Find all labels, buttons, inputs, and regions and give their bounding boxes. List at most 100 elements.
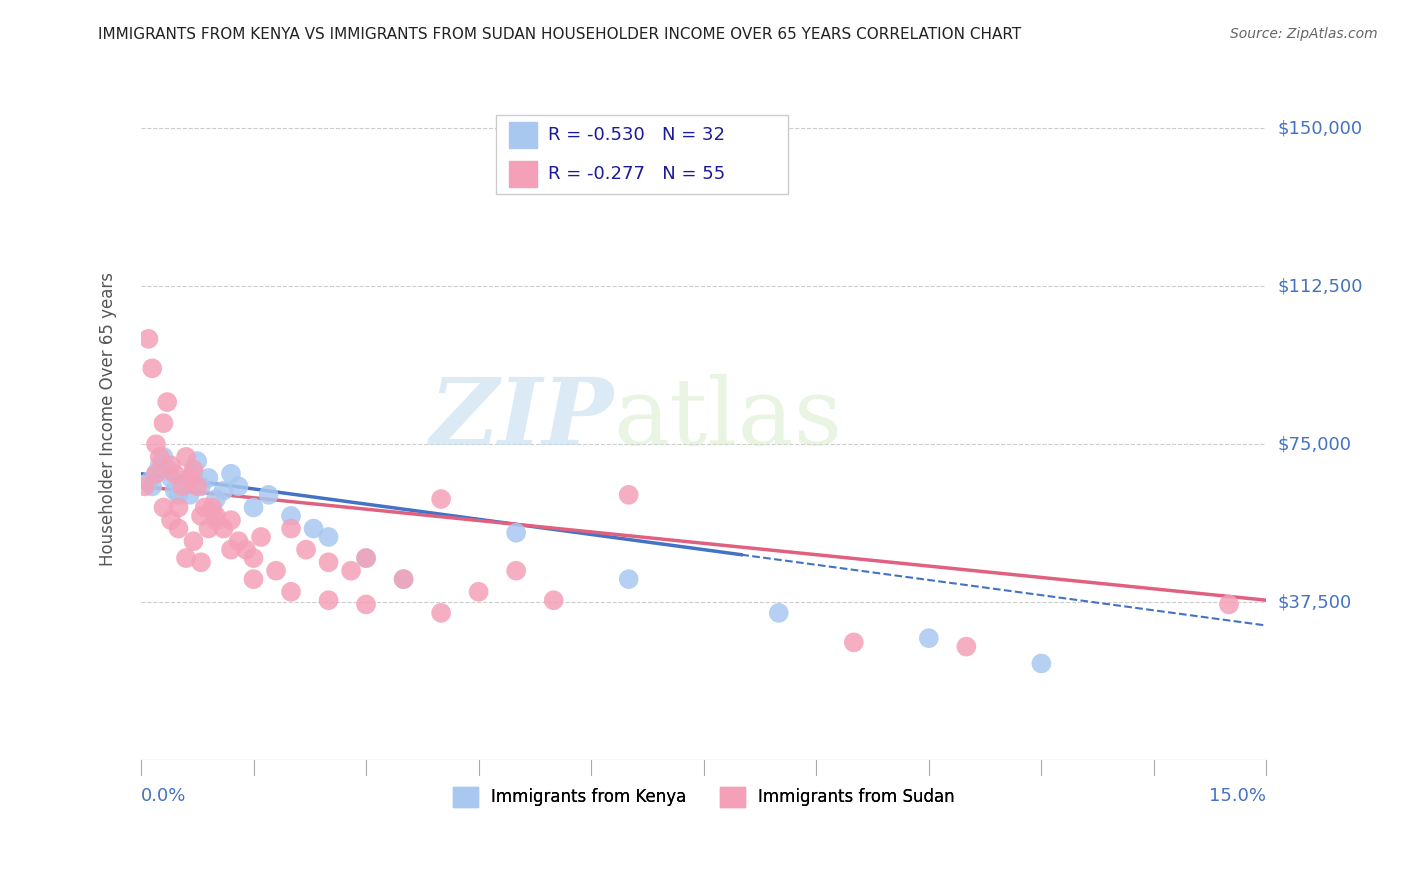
Point bbox=[167, 500, 190, 515]
Text: 15.0%: 15.0% bbox=[1209, 788, 1267, 805]
Point bbox=[228, 534, 250, 549]
Point bbox=[201, 500, 224, 515]
Point bbox=[197, 522, 219, 536]
Point bbox=[302, 522, 325, 536]
Point bbox=[174, 475, 197, 490]
Point bbox=[174, 450, 197, 464]
Point bbox=[617, 572, 640, 586]
Text: 0.0%: 0.0% bbox=[141, 788, 187, 805]
Text: $75,000: $75,000 bbox=[1278, 435, 1351, 453]
FancyBboxPatch shape bbox=[495, 115, 789, 194]
Point bbox=[235, 542, 257, 557]
Point bbox=[505, 525, 527, 540]
Point bbox=[955, 640, 977, 654]
Point bbox=[242, 551, 264, 566]
Point bbox=[190, 508, 212, 523]
Point bbox=[160, 513, 183, 527]
Point bbox=[219, 467, 242, 481]
Point bbox=[242, 500, 264, 515]
Point bbox=[183, 462, 205, 476]
Bar bbox=[509, 161, 537, 187]
Point bbox=[392, 572, 415, 586]
Point bbox=[138, 332, 160, 346]
Point bbox=[174, 551, 197, 566]
Point bbox=[156, 462, 179, 476]
Point bbox=[194, 500, 217, 515]
Point bbox=[918, 631, 941, 645]
Point bbox=[160, 471, 183, 485]
Point bbox=[280, 584, 302, 599]
Point bbox=[172, 479, 194, 493]
Point bbox=[138, 475, 160, 490]
Point bbox=[163, 483, 186, 498]
Point bbox=[152, 416, 174, 430]
Point bbox=[505, 564, 527, 578]
Point bbox=[186, 454, 208, 468]
Text: R = -0.530   N = 32: R = -0.530 N = 32 bbox=[548, 126, 725, 144]
Point bbox=[242, 572, 264, 586]
Point bbox=[145, 437, 167, 451]
Point bbox=[354, 551, 377, 566]
Text: R = -0.277   N = 55: R = -0.277 N = 55 bbox=[548, 165, 725, 183]
Point bbox=[768, 606, 790, 620]
Text: $37,500: $37,500 bbox=[1278, 593, 1353, 611]
Point bbox=[149, 458, 172, 473]
Point bbox=[1218, 598, 1240, 612]
Point bbox=[205, 491, 228, 506]
Point bbox=[842, 635, 865, 649]
Point bbox=[141, 361, 163, 376]
Point bbox=[430, 491, 453, 506]
Point bbox=[160, 458, 183, 473]
Y-axis label: Householder Income Over 65 years: Householder Income Over 65 years bbox=[100, 272, 117, 566]
Text: $150,000: $150,000 bbox=[1278, 119, 1362, 137]
Point bbox=[212, 522, 235, 536]
Point bbox=[257, 488, 280, 502]
Bar bbox=[509, 121, 537, 147]
Point bbox=[190, 479, 212, 493]
Point bbox=[430, 606, 453, 620]
Point bbox=[179, 471, 201, 485]
Point bbox=[183, 467, 205, 481]
Point bbox=[163, 467, 186, 481]
Point bbox=[190, 555, 212, 569]
Point bbox=[392, 572, 415, 586]
Point bbox=[280, 508, 302, 523]
Legend: Immigrants from Kenya, Immigrants from Sudan: Immigrants from Kenya, Immigrants from S… bbox=[446, 780, 962, 814]
Point bbox=[205, 508, 228, 523]
Text: Source: ZipAtlas.com: Source: ZipAtlas.com bbox=[1230, 27, 1378, 41]
Point bbox=[183, 534, 205, 549]
Point bbox=[318, 555, 340, 569]
Point bbox=[354, 598, 377, 612]
Point bbox=[295, 542, 318, 557]
Point bbox=[152, 500, 174, 515]
Point bbox=[228, 479, 250, 493]
Point bbox=[467, 584, 489, 599]
Point bbox=[617, 488, 640, 502]
Point bbox=[250, 530, 273, 544]
Point bbox=[156, 395, 179, 409]
Point bbox=[179, 488, 201, 502]
Point bbox=[205, 513, 228, 527]
Point bbox=[167, 488, 190, 502]
Text: atlas: atlas bbox=[613, 374, 844, 464]
Point bbox=[354, 551, 377, 566]
Point bbox=[172, 479, 194, 493]
Point bbox=[134, 479, 156, 493]
Point bbox=[219, 513, 242, 527]
Point bbox=[1031, 657, 1053, 671]
Point bbox=[167, 522, 190, 536]
Text: $112,500: $112,500 bbox=[1278, 277, 1364, 295]
Text: ZIP: ZIP bbox=[429, 374, 613, 464]
Point bbox=[186, 479, 208, 493]
Point bbox=[149, 450, 172, 464]
Point bbox=[152, 450, 174, 464]
Point bbox=[318, 530, 340, 544]
Point bbox=[219, 542, 242, 557]
Point bbox=[145, 467, 167, 481]
Point bbox=[197, 471, 219, 485]
Text: IMMIGRANTS FROM KENYA VS IMMIGRANTS FROM SUDAN HOUSEHOLDER INCOME OVER 65 YEARS : IMMIGRANTS FROM KENYA VS IMMIGRANTS FROM… bbox=[98, 27, 1022, 42]
Point bbox=[280, 522, 302, 536]
Point bbox=[543, 593, 565, 607]
Point bbox=[145, 467, 167, 481]
Point bbox=[264, 564, 287, 578]
